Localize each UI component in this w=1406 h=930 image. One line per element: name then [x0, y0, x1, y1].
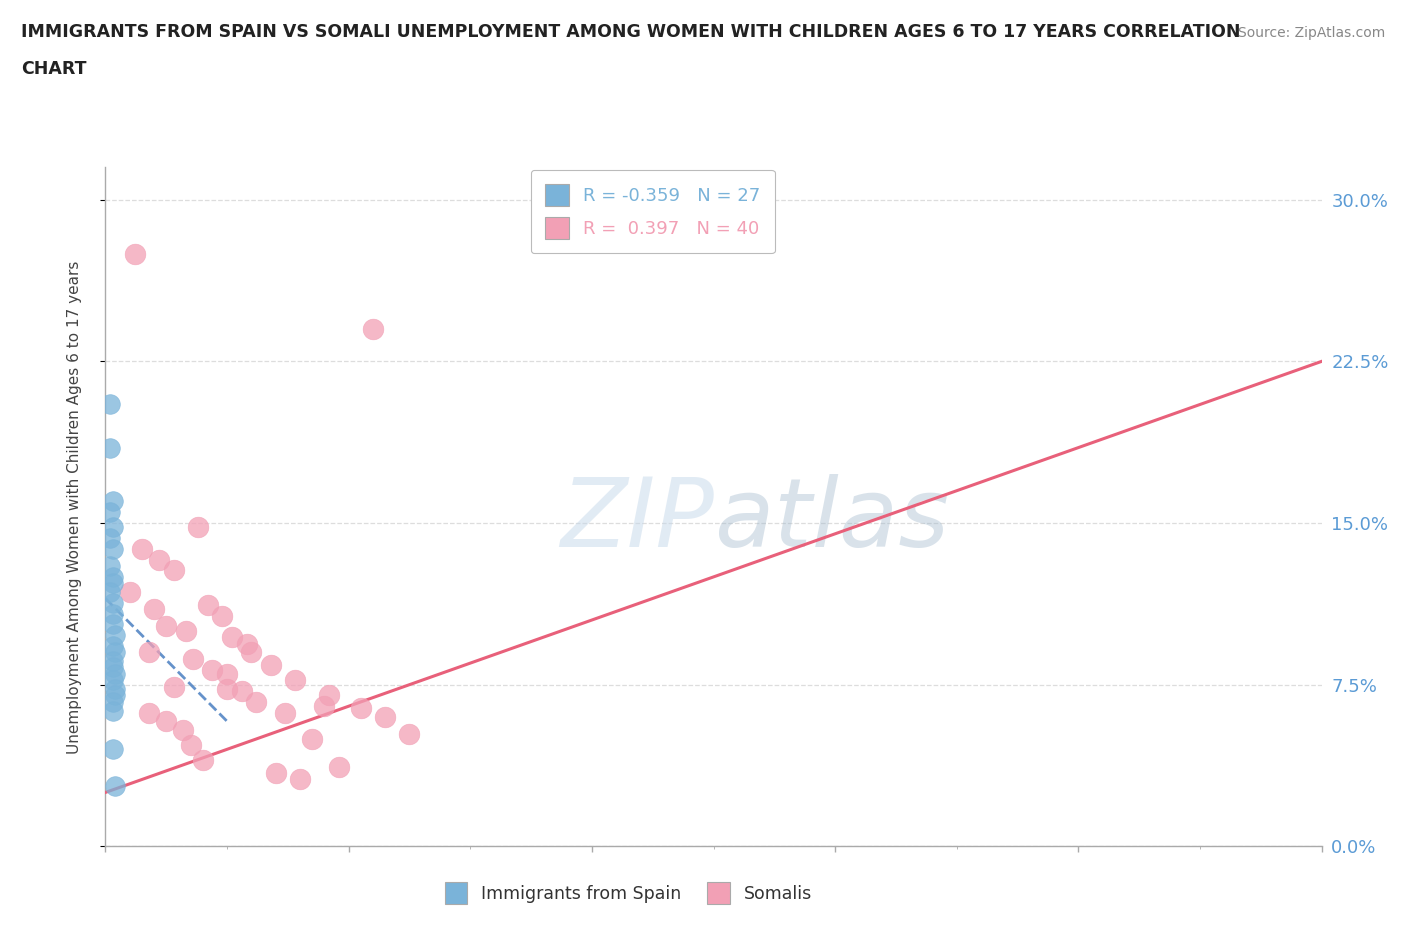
- Point: [148, 552, 170, 567]
- Point: [231, 684, 253, 698]
- Point: [187, 520, 209, 535]
- Point: [174, 623, 197, 638]
- Point: [101, 638, 124, 653]
- Point: [118, 585, 141, 600]
- Point: [235, 636, 257, 651]
- Point: [101, 541, 124, 556]
- Point: [104, 667, 127, 682]
- Point: [143, 602, 166, 617]
- Point: [138, 705, 160, 720]
- Point: [350, 701, 373, 716]
- Point: [101, 660, 124, 675]
- Point: [180, 737, 202, 752]
- Point: [101, 569, 124, 584]
- Point: [98, 505, 121, 520]
- Point: [314, 698, 336, 713]
- Point: [221, 630, 243, 644]
- Point: [104, 682, 127, 697]
- Point: [172, 723, 194, 737]
- Point: [101, 673, 124, 688]
- Point: [398, 726, 420, 741]
- Point: [101, 742, 124, 757]
- Point: [101, 654, 124, 669]
- Text: ZIP: ZIP: [560, 474, 713, 567]
- Point: [131, 541, 153, 556]
- Point: [245, 695, 267, 710]
- Point: [98, 531, 121, 546]
- Point: [98, 559, 121, 574]
- Point: [98, 397, 121, 412]
- Point: [201, 662, 224, 677]
- Point: [288, 772, 311, 787]
- Point: [240, 644, 263, 659]
- Point: [162, 563, 184, 578]
- Point: [155, 714, 177, 729]
- Point: [301, 731, 323, 746]
- Point: [264, 765, 287, 780]
- Point: [274, 705, 297, 720]
- Point: [101, 595, 124, 610]
- Text: Source: ZipAtlas.com: Source: ZipAtlas.com: [1237, 26, 1385, 40]
- Point: [101, 606, 124, 621]
- Text: CHART: CHART: [21, 60, 87, 78]
- Point: [260, 658, 283, 672]
- Point: [101, 576, 124, 591]
- Point: [124, 246, 146, 261]
- Point: [318, 688, 340, 703]
- Point: [101, 520, 124, 535]
- Point: [328, 759, 350, 774]
- Point: [181, 651, 204, 666]
- Point: [98, 440, 121, 455]
- Point: [284, 673, 307, 688]
- Point: [101, 494, 124, 509]
- Point: [197, 597, 219, 612]
- Point: [104, 688, 127, 703]
- Point: [138, 644, 160, 659]
- Y-axis label: Unemployment Among Women with Children Ages 6 to 17 years: Unemployment Among Women with Children A…: [67, 260, 82, 753]
- Point: [217, 667, 239, 682]
- Point: [374, 710, 396, 724]
- Point: [104, 628, 127, 643]
- Point: [155, 619, 177, 634]
- Text: IMMIGRANTS FROM SPAIN VS SOMALI UNEMPLOYMENT AMONG WOMEN WITH CHILDREN AGES 6 TO: IMMIGRANTS FROM SPAIN VS SOMALI UNEMPLOY…: [21, 23, 1240, 41]
- Point: [361, 322, 384, 337]
- Point: [101, 617, 124, 631]
- Point: [211, 608, 233, 623]
- Point: [217, 682, 239, 697]
- Point: [191, 752, 214, 767]
- Point: [104, 778, 127, 793]
- Legend: Immigrants from Spain, Somalis: Immigrants from Spain, Somalis: [433, 870, 824, 916]
- Point: [101, 703, 124, 718]
- Point: [104, 644, 127, 659]
- Text: atlas: atlas: [713, 474, 949, 567]
- Point: [98, 585, 121, 600]
- Point: [101, 695, 124, 710]
- Point: [162, 680, 184, 695]
